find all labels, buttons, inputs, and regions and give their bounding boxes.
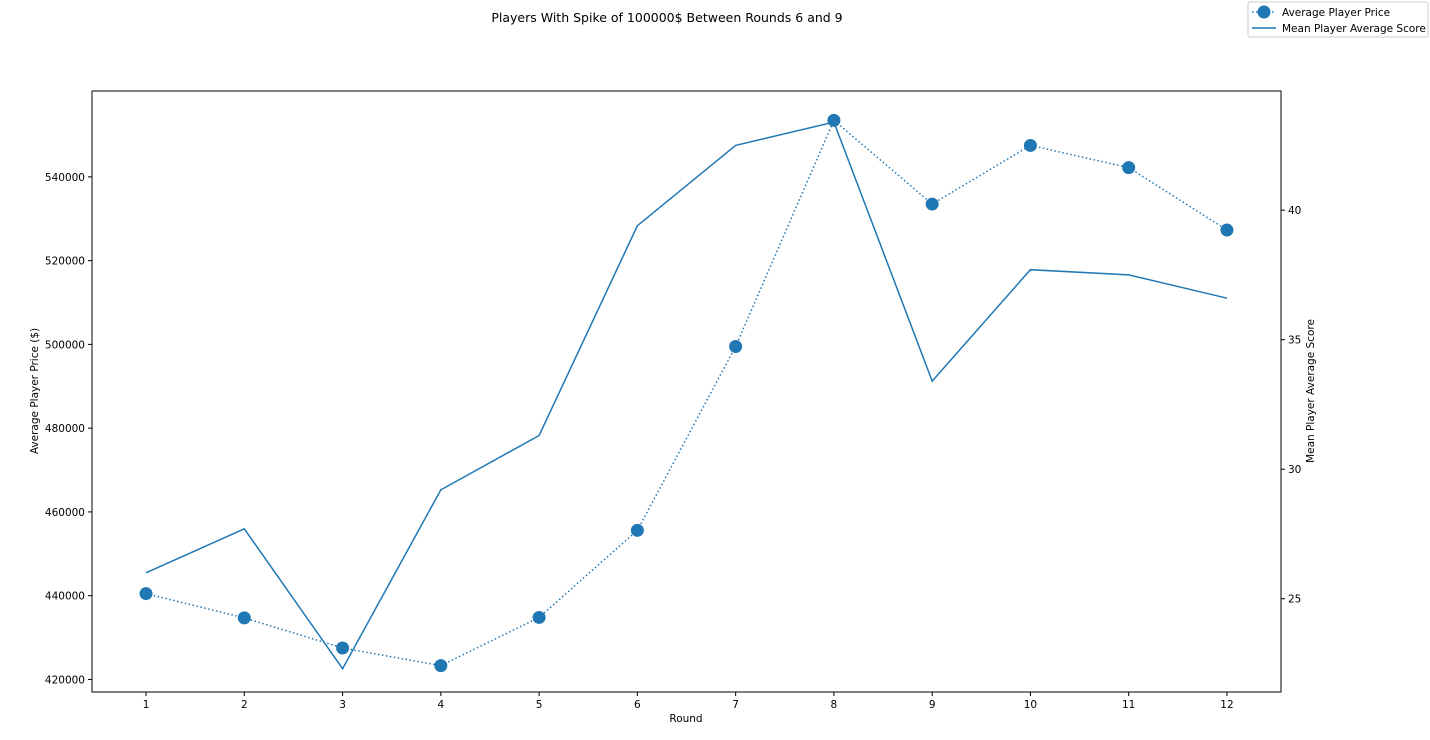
y-left-tick-label: 500000 xyxy=(45,339,85,351)
y-right-tick-label: 30 xyxy=(1288,464,1301,476)
y-left-tick-label: 460000 xyxy=(45,507,85,519)
y-axis-right-label: Mean Player Average Score xyxy=(1305,319,1317,463)
y-axis-right: 25 30 35 40 xyxy=(1281,205,1301,606)
chart-title: Players With Spike of 100000$ Between Ro… xyxy=(491,10,842,25)
price-marker xyxy=(1220,223,1234,237)
price-marker xyxy=(532,610,546,624)
x-tick-label: 11 xyxy=(1122,699,1135,711)
legend-score-label: Mean Player Average Score xyxy=(1282,23,1426,35)
y-left-tick-label: 540000 xyxy=(45,172,85,184)
series-line-1 xyxy=(145,121,1228,671)
legend-price-marker xyxy=(1257,5,1271,19)
y-axis-left: 420000 440000 460000 480000 500000 520000 5400… xyxy=(45,172,92,686)
x-tick-label: 5 xyxy=(536,699,543,711)
y-right-tick-label: 35 xyxy=(1288,335,1301,347)
price-marker xyxy=(1023,138,1037,152)
price-marker xyxy=(729,339,743,353)
legend-frame xyxy=(1247,1,1429,38)
price-marker xyxy=(434,659,448,673)
x-tick-label: 1 xyxy=(143,699,150,711)
x-tick-label: 4 xyxy=(437,699,444,711)
series-layer xyxy=(139,113,1234,673)
price-marker xyxy=(336,641,350,655)
x-tick-label: 12 xyxy=(1220,699,1233,711)
plot-frame xyxy=(91,90,1282,693)
legend: Average Player Price Mean Player Average… xyxy=(1247,1,1429,38)
x-tick-label: 9 xyxy=(929,699,936,711)
y-right-tick-label: 40 xyxy=(1288,205,1301,217)
price-marker xyxy=(1122,161,1136,175)
y-left-tick-label: 520000 xyxy=(45,256,85,268)
y-right-tick-label: 25 xyxy=(1288,594,1301,606)
x-axis-label: Round xyxy=(669,713,702,725)
x-tick-label: 8 xyxy=(831,699,838,711)
x-axis: 1 2 3 4 5 6 7 8 9 10 11 12 xyxy=(143,692,1234,711)
y-left-tick-label: 420000 xyxy=(45,674,85,686)
x-tick-label: 6 xyxy=(634,699,641,711)
x-tick-label: 10 xyxy=(1024,699,1037,711)
x-tick-label: 3 xyxy=(339,699,346,711)
price-marker xyxy=(139,587,153,601)
price-marker xyxy=(827,113,841,127)
series-line-0 xyxy=(145,119,1228,667)
legend-price-label: Average Player Price xyxy=(1282,7,1390,19)
price-marker xyxy=(237,611,251,625)
price-marker xyxy=(925,197,939,211)
y-left-tick-label: 480000 xyxy=(45,423,85,435)
y-left-tick-label: 440000 xyxy=(45,591,85,603)
y-axis-left-label: Average Player Price ($) xyxy=(29,328,41,454)
x-tick-label: 7 xyxy=(732,699,739,711)
price-marker xyxy=(630,523,644,537)
plot-area xyxy=(91,90,1282,693)
x-tick-label: 2 xyxy=(241,699,248,711)
